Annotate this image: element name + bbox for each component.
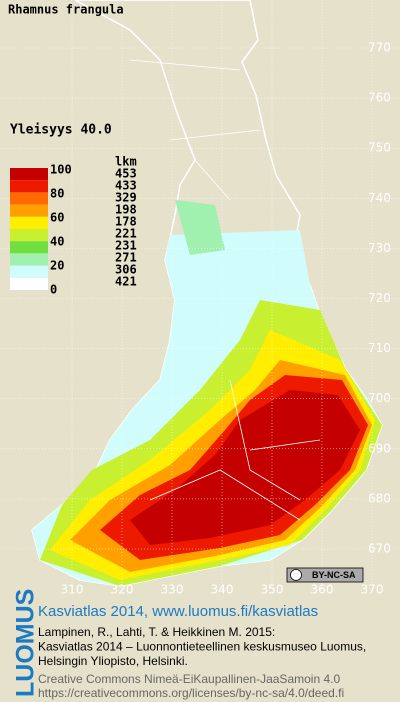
frequency: Yleisyys 40.0	[10, 123, 112, 138]
grid-label: 700	[368, 391, 391, 405]
scale-label: 60	[50, 211, 64, 225]
count: 221	[115, 227, 137, 241]
grid-label: 330	[161, 583, 184, 597]
count: 306	[115, 263, 137, 277]
grid-label: 710	[368, 341, 391, 355]
count: 433	[115, 179, 137, 193]
grid-label: 740	[368, 191, 391, 205]
badge-text: BY-NC-SA	[312, 570, 356, 580]
grid-label: 320	[111, 583, 134, 597]
license-line: https://creativecommons.org/licenses/by-…	[38, 686, 344, 700]
grid-label: 680	[368, 491, 391, 505]
count: 271	[115, 251, 137, 265]
count: 198	[115, 203, 137, 217]
grid-label: 370	[361, 583, 384, 597]
grid-label: 350	[261, 583, 284, 597]
legend-swatch	[10, 241, 48, 254]
grid-label: 690	[368, 441, 391, 455]
legend-swatch	[10, 229, 48, 242]
legend-swatch	[10, 253, 48, 266]
scale-label: 0	[50, 283, 57, 297]
citation-line: Helsingin Yliopisto, Helsinki.	[38, 654, 188, 668]
legend-swatch	[10, 265, 48, 278]
count: 421	[115, 275, 137, 289]
legend-swatch	[10, 192, 48, 205]
grid-label: 310	[61, 583, 84, 597]
species-title: Rhamnus frangula	[8, 3, 124, 17]
legend-swatch	[10, 204, 48, 217]
scale-label: 80	[50, 187, 64, 201]
grid-label: 750	[368, 141, 391, 155]
count-header: lkm	[115, 155, 137, 169]
count: 231	[115, 239, 137, 253]
grid-label: 340	[211, 583, 234, 597]
grid-label: 760	[368, 91, 391, 105]
legend-swatch	[10, 216, 48, 229]
license-line: Creative Commons Nimeä-EiKaupallinen-Jaa…	[38, 672, 340, 686]
legend-swatch	[10, 277, 48, 290]
count: 453	[115, 167, 137, 181]
scale-label: 100	[50, 163, 72, 177]
license-badge: BY-NC-SA	[286, 567, 364, 583]
grid-label: 770	[368, 41, 391, 55]
citation-line: Kasviatlas 2014 – Luonnontieteellinen ke…	[38, 640, 366, 654]
footer-heading: Kasviatlas 2014, www.luomus.fi/kasviatla…	[38, 603, 318, 620]
grid-label: 360	[311, 583, 334, 597]
grid-label: 670	[368, 542, 391, 556]
legend: 100 80 60 40 20 0 lkm4534333291981782212312713…	[10, 155, 137, 297]
grid-label: 720	[368, 291, 391, 305]
map-grid: 770 760 750 740 730 720 710 700 690 680 670 310 320 3…	[0, 0, 400, 597]
citation-line: Lampinen, R., Lahti, T. & Heikkinen M. 2…	[38, 625, 275, 639]
map-shape	[31, 0, 383, 587]
legend-swatch	[10, 180, 48, 193]
footer-text: Lampinen, R., Lahti, T. & Heikkinen M. 2…	[38, 625, 366, 700]
brand: LUOMUS	[12, 589, 40, 697]
count: 329	[115, 191, 137, 205]
legend-swatch	[10, 168, 48, 181]
grid-label: 730	[368, 241, 391, 255]
scale-label: 40	[50, 235, 64, 249]
count: 178	[115, 215, 137, 229]
scale-label: 20	[50, 259, 64, 273]
